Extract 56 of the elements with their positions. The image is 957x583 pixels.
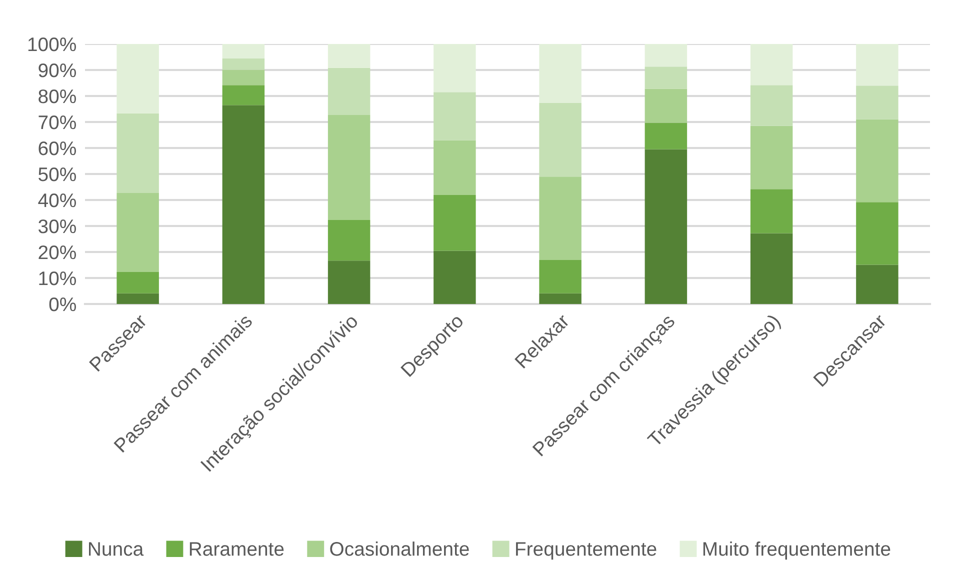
- y-tick-label: 0%: [49, 297, 76, 312]
- bar: [750, 85, 793, 126]
- bar: [328, 114, 370, 220]
- bar: [750, 189, 793, 234]
- y-tick-label: 80%: [38, 89, 76, 104]
- y-tick-label: 100%: [28, 37, 76, 52]
- bar: [750, 126, 793, 190]
- bar: [222, 85, 265, 106]
- legend-label: Muito frequentemente: [703, 542, 890, 560]
- bar: [328, 220, 370, 261]
- bar: [116, 113, 159, 193]
- y-tick-label: 60%: [38, 141, 76, 156]
- bar: [222, 70, 265, 86]
- y-tick-label: 50%: [38, 167, 76, 182]
- bar: [222, 105, 265, 304]
- y-tick-label: 40%: [38, 193, 76, 208]
- bar: [434, 92, 476, 140]
- bar: [222, 44, 265, 59]
- bar: [116, 192, 159, 272]
- y-tick-label: 20%: [38, 245, 76, 260]
- legend-label: Frequentemente: [516, 542, 656, 560]
- bar: [856, 86, 898, 120]
- y-tick-label: 30%: [38, 219, 76, 234]
- bar: [434, 195, 476, 251]
- bar: [644, 44, 688, 67]
- bar: [116, 293, 159, 304]
- bar: [328, 260, 370, 304]
- bar: [434, 250, 476, 304]
- bar: [116, 44, 159, 114]
- legend-label: Nunca: [89, 542, 144, 556]
- bar: [856, 119, 898, 202]
- bar: [750, 44, 793, 86]
- bar: [539, 293, 582, 304]
- bar: [644, 88, 688, 123]
- bar: [434, 140, 476, 196]
- bar: [856, 202, 898, 265]
- bar: [328, 44, 370, 68]
- bar: [539, 44, 582, 104]
- bar: [539, 260, 582, 294]
- y-tick-label: 90%: [38, 63, 76, 78]
- bar: [116, 272, 159, 294]
- bar: [856, 44, 898, 86]
- bar: [750, 233, 793, 304]
- bar: [644, 122, 688, 150]
- bar: [539, 103, 582, 177]
- bar: [644, 66, 688, 89]
- y-tick-label: 10%: [39, 271, 76, 286]
- bar: [328, 68, 370, 115]
- bar: [222, 58, 265, 70]
- bar: [856, 264, 898, 304]
- y-tick-label: 70%: [38, 115, 76, 130]
- bar: [539, 176, 582, 260]
- bar: [644, 149, 688, 304]
- bar: [434, 44, 476, 92]
- legend-label: Raramente: [190, 542, 284, 556]
- legend-label: Ocasionalmente: [330, 542, 469, 556]
